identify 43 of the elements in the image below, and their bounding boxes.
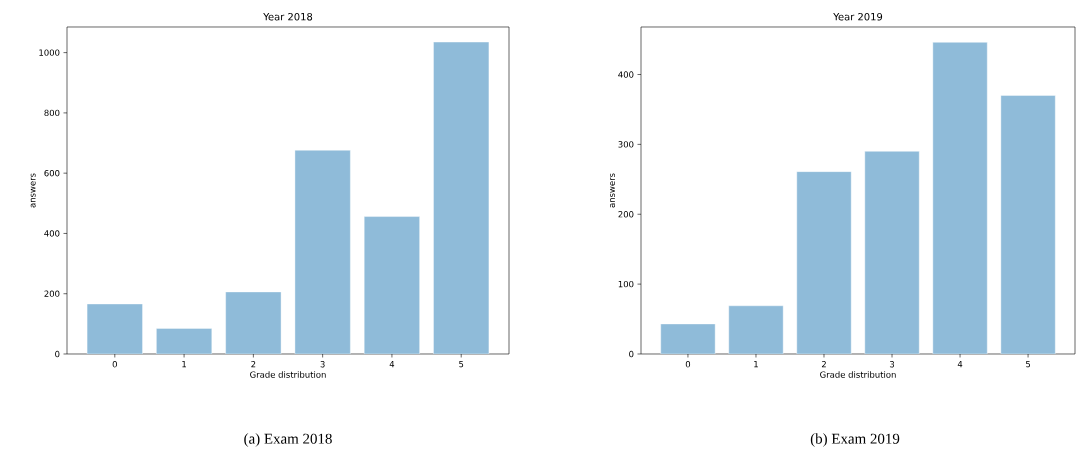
bar xyxy=(225,291,282,354)
x-tick-label: 4 xyxy=(389,361,395,368)
y-tick-label: 0 xyxy=(55,350,60,358)
x-tick-label: 3 xyxy=(889,361,895,368)
x-tick-label: 0 xyxy=(685,361,691,368)
bar xyxy=(294,150,351,354)
y-tick-label: 1000 xyxy=(39,49,60,56)
bar xyxy=(660,323,716,354)
y-tick-label: 400 xyxy=(618,71,634,78)
x-tick-label: 1 xyxy=(182,361,186,368)
bar xyxy=(433,41,490,354)
y-tick-label: 200 xyxy=(44,290,60,297)
y-tick-label: 200 xyxy=(618,211,634,218)
y-tick-label: 800 xyxy=(44,109,60,117)
x-tick-label: 5 xyxy=(1026,361,1031,368)
x-tick-label: 3 xyxy=(320,361,325,368)
text: (a) Exam 2018 xyxy=(244,433,332,447)
text: (b) Exam 2019 xyxy=(810,433,900,447)
bar xyxy=(796,171,852,354)
y-tick-label: 100 xyxy=(618,280,634,288)
y-axis-title: answers xyxy=(610,173,615,208)
bar xyxy=(864,151,920,354)
bar xyxy=(364,216,420,354)
y-axis-title: answers xyxy=(30,173,36,208)
x-tick-label: 4 xyxy=(957,361,963,368)
x-axis-title: Grade distribution xyxy=(250,371,326,378)
y-tick-label: 300 xyxy=(618,141,634,148)
y-tick-label: 600 xyxy=(44,169,60,177)
chart-title: Year 2018 xyxy=(263,12,313,21)
x-tick-label: 0 xyxy=(112,361,117,368)
chart-title: Year 2019 xyxy=(833,12,883,21)
bar xyxy=(728,305,784,354)
x-tick-label: 5 xyxy=(459,361,464,368)
bar xyxy=(1000,95,1056,354)
bar xyxy=(932,42,988,354)
x-tick-label: 2 xyxy=(821,361,826,368)
x-axis-title: Grade distribution xyxy=(820,371,896,378)
bar xyxy=(156,328,212,354)
x-tick-label: 1 xyxy=(754,361,758,368)
bar xyxy=(87,303,143,354)
y-tick-label: 0 xyxy=(629,350,634,358)
x-tick-label: 2 xyxy=(251,361,256,368)
y-tick-label: 400 xyxy=(44,230,60,237)
